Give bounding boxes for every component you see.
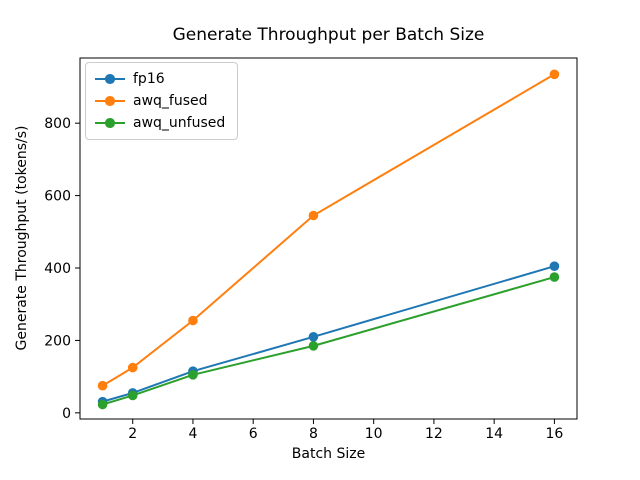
x-tick-label: 8 xyxy=(309,426,318,442)
plot-frame xyxy=(79,57,578,420)
series-point-awq_unfused xyxy=(188,370,198,380)
x-tick-label: 16 xyxy=(545,426,563,442)
series-line-fp16 xyxy=(102,265,555,403)
y-tick-label: 200 xyxy=(44,333,71,349)
series-point-awq_fused xyxy=(549,69,560,80)
x-tick-label: 6 xyxy=(249,426,258,442)
x-tick-label: 4 xyxy=(188,426,197,442)
series-point-fp16 xyxy=(308,332,319,342)
x-tick-label: 2 xyxy=(128,426,137,442)
series-point-awq_fused xyxy=(127,362,138,373)
legend-label-fp16: fp16 xyxy=(133,71,165,87)
legend-line-marker-icon xyxy=(95,74,125,84)
legend: fp16 awq_fused awq_unfused xyxy=(85,62,239,140)
y-axis-label: Generate Throughput (tokens/s) xyxy=(14,125,30,351)
legend-item-fp16: fp16 xyxy=(95,68,225,90)
series-point-awq_unfused xyxy=(97,399,108,410)
x-tick-label: 14 xyxy=(485,426,503,442)
legend-label-awq-fused: awq_fused xyxy=(133,93,208,109)
y-tick-label: 400 xyxy=(44,261,71,277)
legend-item-awq-unfused: awq_unfused xyxy=(95,112,225,134)
legend-item-awq-fused: awq_fused xyxy=(95,90,225,112)
series-point-awq_unfused xyxy=(308,341,319,351)
series-point-awq_fused xyxy=(97,380,108,391)
series-point-fp16 xyxy=(549,261,560,271)
y-tick-label: 0 xyxy=(62,406,71,422)
series-point-awq_unfused xyxy=(549,272,560,282)
series-point-awq_unfused xyxy=(127,390,138,401)
series-line-awq_unfused xyxy=(102,276,555,406)
legend-line-marker-icon xyxy=(95,118,125,128)
legend-line-marker-icon xyxy=(95,96,125,106)
x-tick-label: 10 xyxy=(365,426,383,442)
x-tick-label: 12 xyxy=(425,426,443,442)
chart-title: Generate Throughput per Batch Size xyxy=(172,25,485,45)
series-point-awq_fused xyxy=(188,315,198,326)
x-axis-label: Batch Size xyxy=(291,446,366,462)
series-point-awq_fused xyxy=(308,210,319,221)
legend-label-awq-unfused: awq_unfused xyxy=(133,115,226,131)
y-tick-label: 800 xyxy=(44,116,71,132)
y-tick-label: 600 xyxy=(44,189,71,205)
